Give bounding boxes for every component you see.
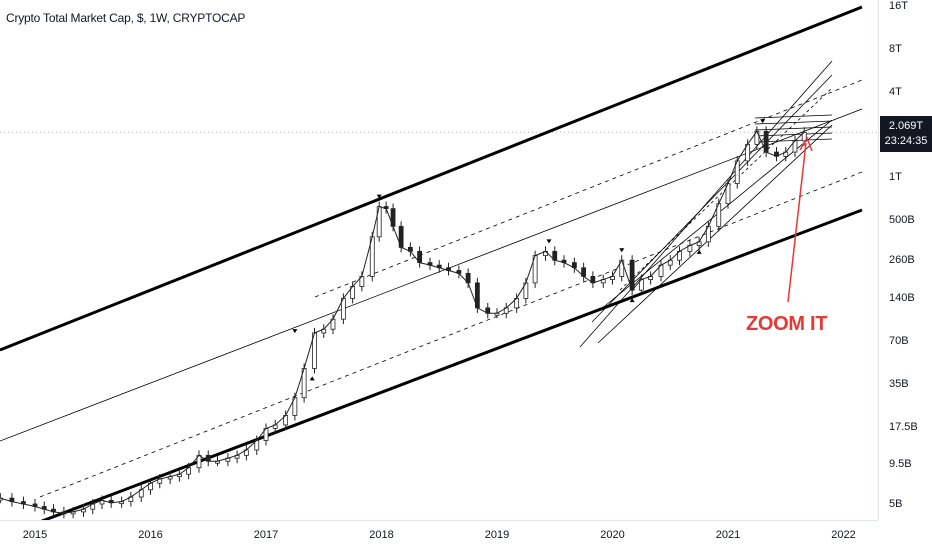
time-axis[interactable]: 2015 2016 2017 2018 2019 2020 2021 2022 <box>0 520 878 551</box>
channel-upper-dashed <box>314 79 863 298</box>
x-tick-label: 2020 <box>600 529 625 541</box>
channel-upper-line <box>0 5 863 352</box>
x-tick-label: 2019 <box>484 529 510 541</box>
annotation-arrow-head <box>799 136 813 152</box>
consolidation-line-2 <box>754 126 833 131</box>
y-tick-label: 1T <box>889 171 902 184</box>
price-series-line <box>0 130 805 514</box>
channel-lower-line <box>40 208 863 520</box>
pivot-marker <box>619 248 625 253</box>
rising-channel-lower <box>597 124 833 344</box>
y-tick-label: 35B <box>889 377 909 390</box>
pivot-marker <box>309 376 315 381</box>
y-tick-label: 9.5B <box>889 458 912 471</box>
current-price-label: 2.069T <box>888 120 924 132</box>
pivot-marker <box>696 249 702 254</box>
pivot-marker <box>629 298 635 303</box>
pivot-marker <box>760 119 766 124</box>
channel-lower-dashed <box>39 171 863 498</box>
countdown-label: 23:24:35 <box>884 135 928 147</box>
chart-plot[interactable] <box>0 0 878 520</box>
y-tick-label: 8T <box>889 42 902 55</box>
rising-channel-upper <box>579 60 833 348</box>
y-tick-label: 70B <box>889 335 909 348</box>
pivot-marker <box>546 239 552 244</box>
pivot-marker <box>376 194 382 199</box>
y-tick-label: 140B <box>889 292 915 305</box>
x-tick-label: 2018 <box>369 529 394 541</box>
current-price-badge: 2.069T 23:24:35 <box>880 116 932 152</box>
x-tick-label: 2021 <box>715 529 741 541</box>
y-tick-label: 5B <box>889 498 903 510</box>
pivot-marker <box>292 329 298 334</box>
rising-channel-mid <box>591 74 833 323</box>
y-tick-label: 17.5B <box>889 420 918 433</box>
x-tick-label: 2016 <box>138 529 163 541</box>
y-tick-label: 4T <box>889 85 902 98</box>
price-axis[interactable]: 16T 8T 4T 1T 500B 260B 140B 70B 35B 17.5B 9.5B 5B <box>878 0 932 520</box>
consolidation-line-0 <box>754 114 833 119</box>
consolidation-line-1 <box>754 120 833 125</box>
x-tick-label: 2022 <box>831 529 856 541</box>
y-tick-label: 260B <box>889 254 915 267</box>
annotation-arrow-line <box>787 142 807 303</box>
y-tick-label: 16T <box>889 0 908 12</box>
chart-title: Crypto Total Market Cap, $, 1W, CRYPTOCA… <box>6 11 246 25</box>
y-tick-label: 500B <box>889 213 915 226</box>
zoom-annotation: ZOOM IT <box>746 313 828 335</box>
channel-mid-line <box>0 108 863 442</box>
x-tick-label: 2015 <box>22 529 48 541</box>
x-tick-label: 2017 <box>253 529 279 541</box>
